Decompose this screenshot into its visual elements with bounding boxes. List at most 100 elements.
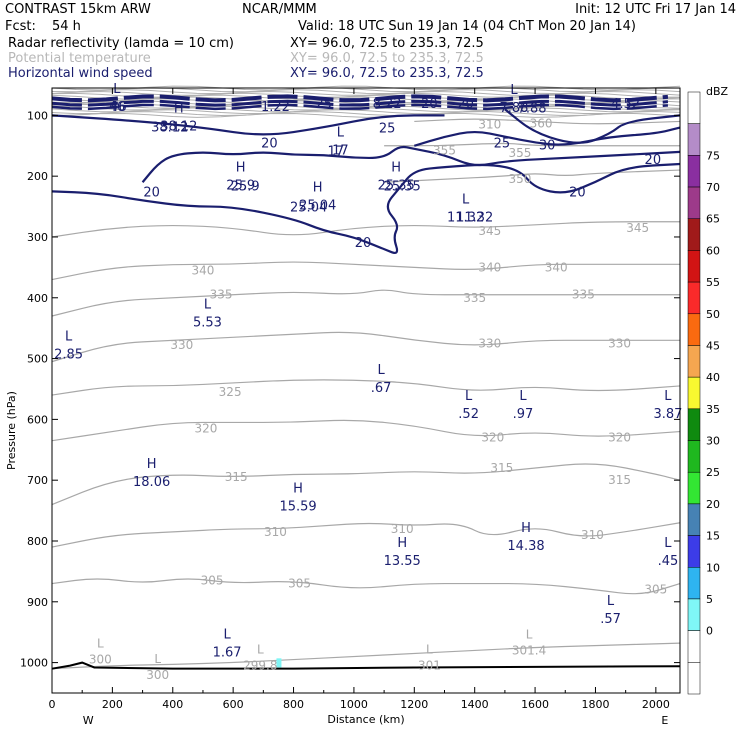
- x-tick-label: 1000: [340, 698, 368, 711]
- colorbar-swatch: [687, 123, 701, 156]
- x-tick-label: 2000: [642, 698, 670, 711]
- colorbar-swatch: [687, 376, 701, 410]
- wind-contour: [141, 145, 681, 183]
- theta-label: 330: [170, 338, 193, 352]
- model-title: CONTRAST 15km ARW: [5, 2, 151, 17]
- wind-extremum-value: 38.12: [160, 119, 197, 134]
- colorbar-label: 0: [706, 625, 713, 638]
- colorbar-swatch: [687, 503, 701, 536]
- colorbar-label: 45: [706, 339, 720, 352]
- theta-label: 325: [219, 385, 242, 399]
- theta-extremum-value: 300: [89, 653, 112, 667]
- plot-background: [52, 88, 680, 693]
- field-xy: XY= 96.0, 72.5 to 235.3, 72.5: [290, 66, 484, 81]
- colorbar-label: 30: [706, 435, 720, 448]
- wind-label: 30: [539, 139, 556, 154]
- theta-label: 345: [626, 221, 649, 235]
- theta-contour: [51, 289, 680, 317]
- wind-extremum-marker: L: [377, 363, 385, 378]
- wind-contour: [51, 162, 681, 255]
- colorbar-label: 20: [706, 498, 720, 511]
- theta-contour-upper: [51, 112, 681, 118]
- plot-area: 340 345 345 340 340 335 335 335 330 330 330 325 320 3…: [51, 82, 682, 693]
- colorbar-swatch: [687, 630, 701, 663]
- theta-label: 320: [195, 422, 218, 436]
- wind-extremum-marker: L: [664, 389, 672, 404]
- x-tick-label: 200: [102, 698, 123, 711]
- theta-label: 305: [288, 577, 311, 591]
- center-title: NCAR/MMM: [242, 2, 317, 17]
- theta-label: 315: [225, 470, 248, 484]
- colorbar-label: 60: [706, 244, 720, 257]
- fcst-label: Fcst:: [5, 19, 36, 34]
- colorbar-swatch: [687, 186, 701, 219]
- theta-contour: [414, 118, 681, 125]
- theta-label: 350: [509, 172, 532, 186]
- field-xy: XY= 96.0, 72.5 to 235.3, 72.5: [290, 51, 484, 66]
- colorbar: dBZ 0 5 10 15 20 25 30 35 40 45 50 55 60 65 70 75: [687, 85, 729, 695]
- wind-extremum-value: 46: [109, 100, 126, 115]
- wind-label: 4.52: [611, 97, 640, 112]
- colorbar-swatch: [687, 567, 701, 600]
- wind-label: 25.04: [290, 201, 327, 216]
- x-tick-label: 600: [223, 698, 244, 711]
- theta-label: 345: [478, 224, 501, 238]
- colorbar-swatch: [687, 218, 701, 251]
- theta-label: 305: [201, 574, 224, 588]
- y-tick-label: 100: [27, 109, 48, 122]
- wind-extremum-value: .67: [371, 381, 392, 396]
- wind-label: 25.9: [231, 179, 260, 194]
- colorbar-label: 5: [706, 593, 713, 606]
- reflectivity-cell: [276, 658, 282, 668]
- wind-extremum-marker: H: [313, 180, 323, 195]
- y-tick-label: 800: [27, 535, 48, 548]
- theta-contour: [51, 578, 681, 595]
- colorbar-swatch: [687, 281, 701, 315]
- colorbar-swatch: [687, 535, 701, 568]
- wind-extremum-value: .52: [458, 407, 479, 422]
- wind-contour-jet: [51, 103, 669, 111]
- colorbar-swatch: [687, 440, 701, 473]
- wind-extremum-value: 1.67: [213, 645, 242, 660]
- wind-label: 25.35: [384, 179, 421, 194]
- wind-extremum-marker: H: [293, 481, 303, 496]
- theta-label: 340: [545, 260, 568, 274]
- wind-extremum-value: 18.06: [133, 475, 170, 490]
- wind-extremum-marker: L: [519, 389, 527, 404]
- wind-extremum-value: .57: [600, 612, 621, 627]
- x-tick-label: 1600: [521, 698, 549, 711]
- theta-label: 320: [608, 431, 631, 445]
- y-tick-label: 200: [27, 170, 48, 183]
- wind-extremum-marker: L: [607, 594, 615, 609]
- colorbar-swatch: [687, 91, 701, 124]
- colorbar-label: 15: [706, 530, 720, 543]
- y-tick-label: 600: [27, 413, 48, 426]
- wind-contour: [504, 108, 681, 144]
- wind-label: 8.22: [373, 97, 402, 112]
- field-legend: Radar reflectivity (lamda = 10 cm) XY= 96…: [8, 36, 484, 81]
- theta-contour-upper: [51, 109, 681, 115]
- colorbar-swatch: [687, 345, 701, 378]
- theta-label: 335: [572, 288, 595, 302]
- wind-extremum-marker: L: [113, 82, 121, 97]
- wind-extremum-value: 11.32: [447, 211, 484, 226]
- wind-contour-jet: [51, 99, 669, 107]
- colorbar-swatch: [687, 250, 701, 283]
- wind-label: 25: [494, 137, 511, 152]
- x-tick-label: 0: [49, 698, 56, 711]
- wind-extremum-marker: H: [147, 457, 157, 472]
- wind-contour: [51, 114, 445, 136]
- wind-extremum-marker: H: [397, 536, 407, 551]
- theta-contour: [51, 331, 680, 363]
- y-tick-label: 1000: [20, 657, 48, 670]
- theta-contour: [51, 642, 681, 670]
- theta-extremum-marker: L: [526, 627, 533, 641]
- wind-contour: [413, 126, 681, 147]
- wind-label: 7.88: [518, 101, 547, 116]
- colorbar-swatch: [687, 662, 701, 695]
- theta-contour: [384, 169, 681, 183]
- colorbar-label: 50: [706, 308, 720, 321]
- theta-extremum-marker: L: [257, 643, 264, 657]
- wind-label: 20: [355, 236, 372, 251]
